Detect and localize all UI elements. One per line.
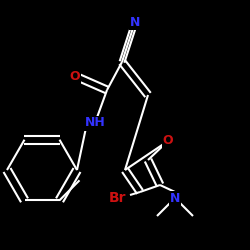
Text: O: O <box>163 134 173 147</box>
Text: Br: Br <box>109 191 127 205</box>
Text: O: O <box>70 70 80 82</box>
Text: NH: NH <box>84 116 105 130</box>
Text: N: N <box>130 16 140 28</box>
Text: N: N <box>170 192 180 204</box>
